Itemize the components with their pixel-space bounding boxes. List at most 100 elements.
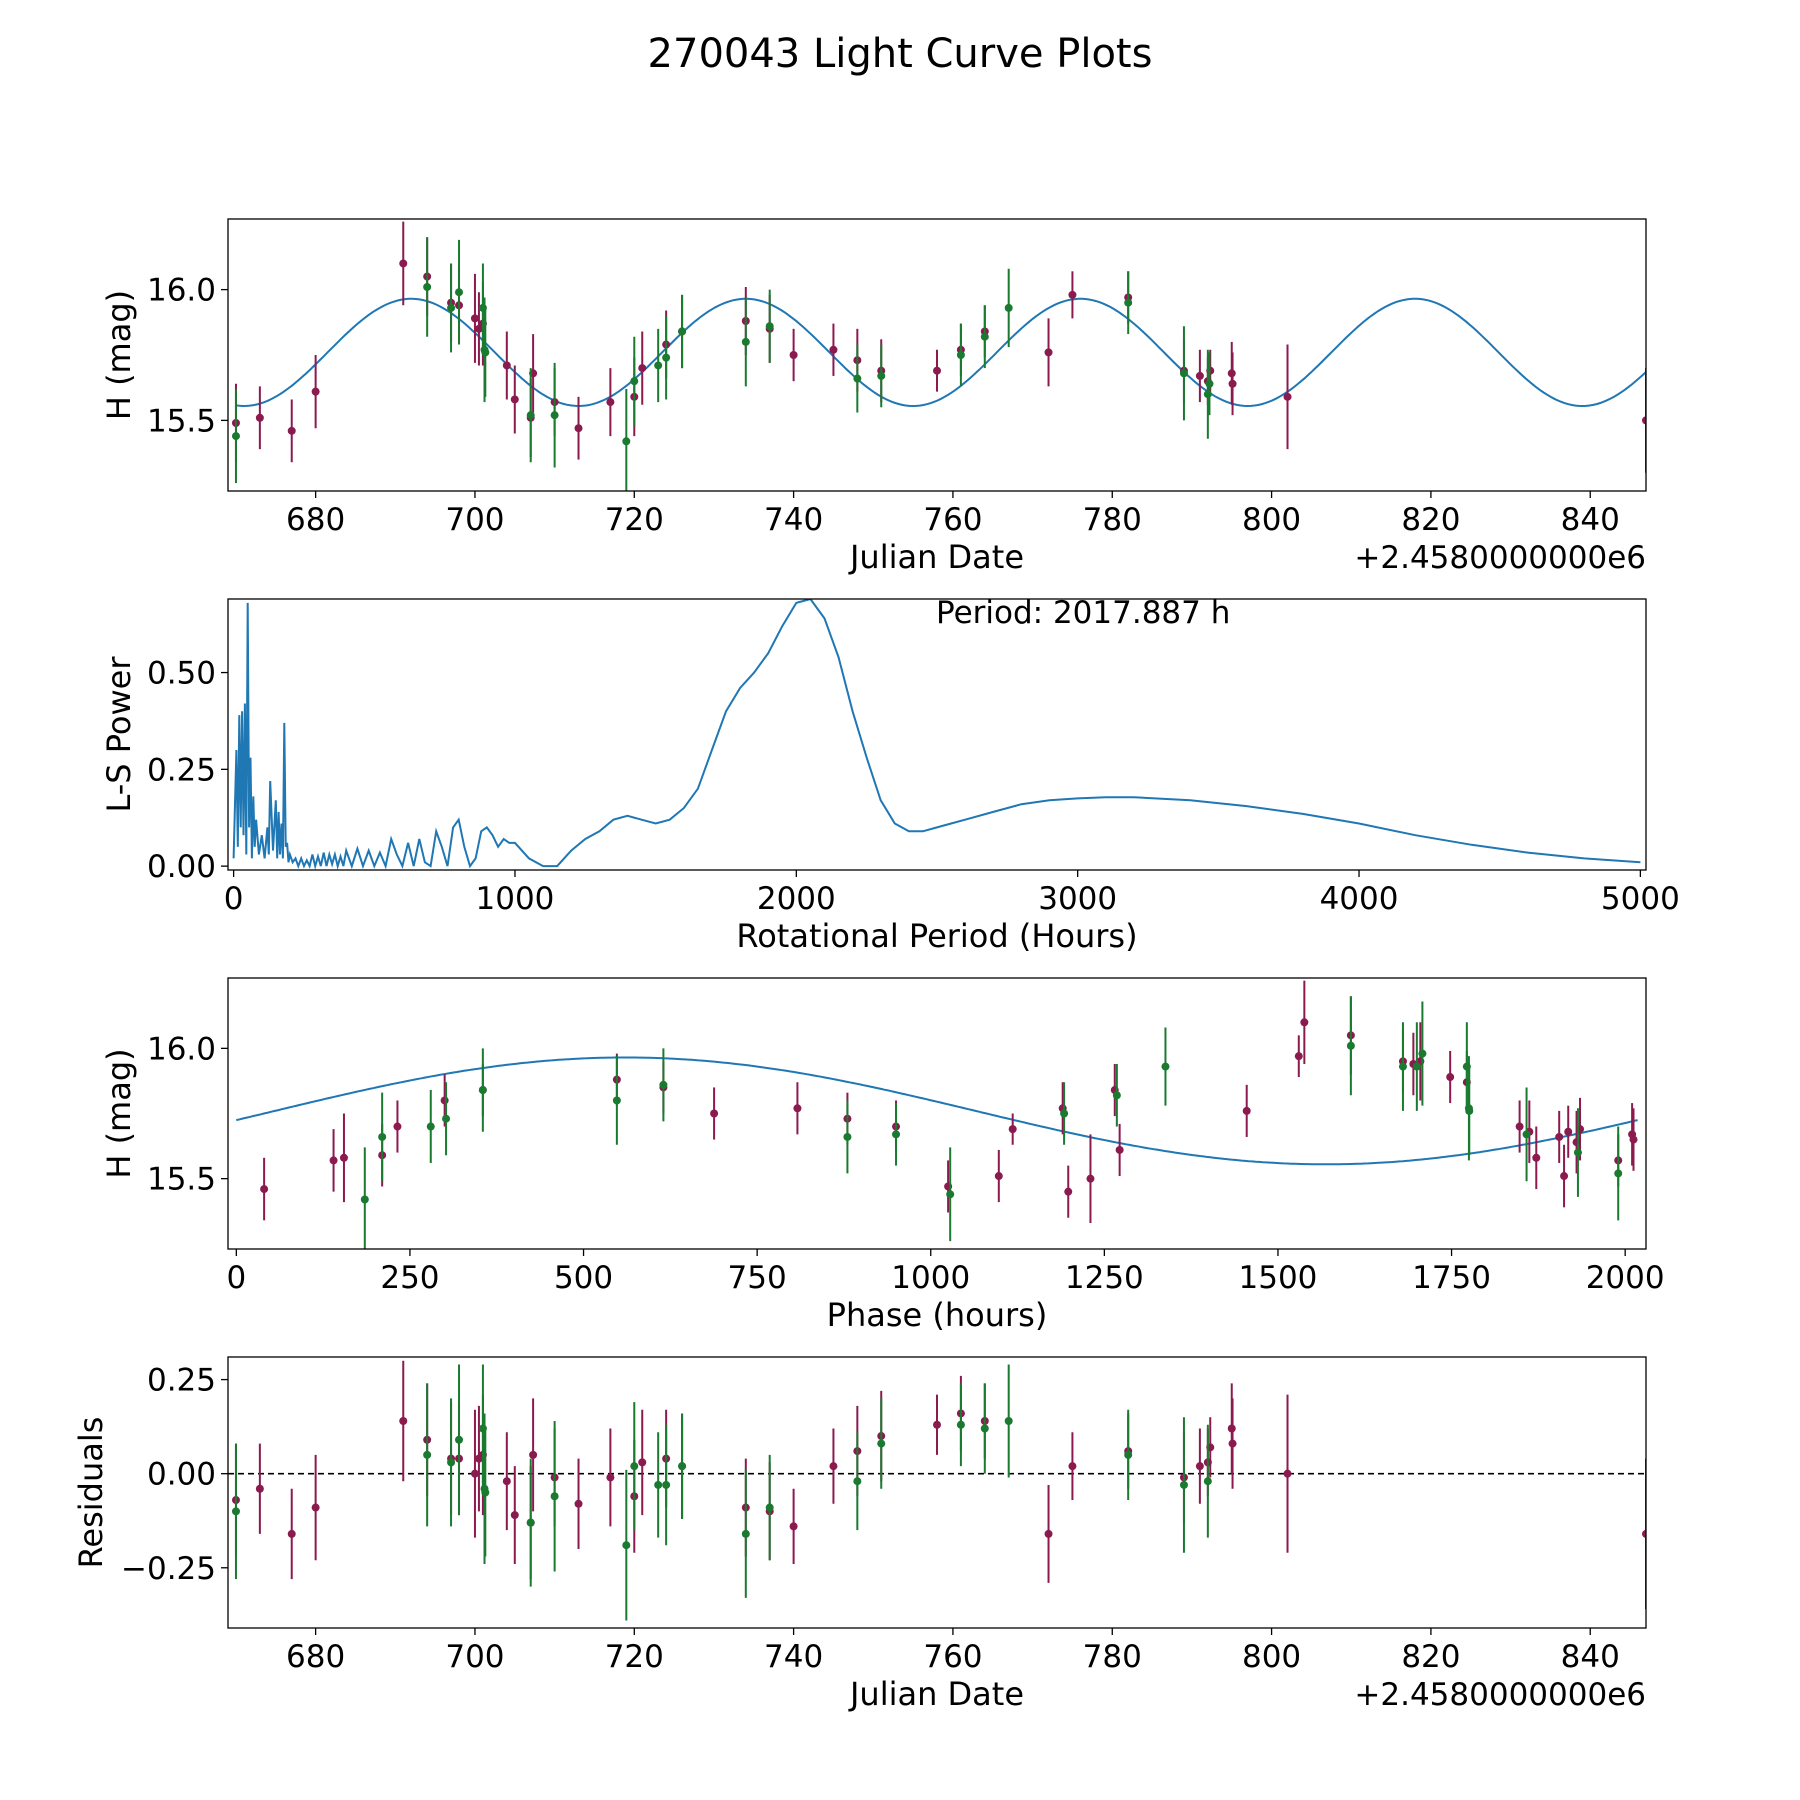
data-point (574, 424, 583, 433)
data-point (956, 1420, 965, 1429)
data-point (260, 1185, 269, 1194)
series-green (231, 1364, 1212, 1621)
data-point (502, 361, 511, 370)
x-offset-label: +2.4580000000e6 (1354, 540, 1646, 576)
data-point (1044, 348, 1053, 357)
data-point (1294, 1052, 1303, 1061)
x-axis-label: Rotational Period (Hours) (736, 917, 1137, 955)
data-point (1179, 369, 1188, 378)
data-point (360, 1195, 369, 1204)
data-point (1522, 1130, 1531, 1139)
data-point (630, 377, 639, 386)
y-axis-label: L-S Power (100, 656, 138, 813)
x-tick-label: 820 (1401, 1639, 1460, 1675)
data-point (622, 1541, 631, 1550)
data-point (255, 1484, 264, 1493)
data-point (793, 1104, 802, 1113)
x-tick-label: 2000 (757, 881, 836, 917)
x-tick-label: 4000 (1320, 881, 1399, 917)
data-point (1418, 1049, 1427, 1058)
data-point (946, 1190, 955, 1199)
residuals-panel: 680 700 720 740 760 780 800 820 840 −0.25 0.00 0.25… (72, 1356, 1647, 1713)
data-point (710, 1109, 719, 1118)
axes-frame (227, 598, 1647, 871)
x-tick-label: 1500 (1239, 1260, 1318, 1296)
data-point (231, 1507, 240, 1516)
data-point (574, 1499, 583, 1508)
data-point (1161, 1062, 1170, 1071)
data-point (1228, 379, 1237, 388)
plot-area (236, 980, 1638, 1249)
periodogram-line (232, 599, 1641, 870)
data-point (1044, 1529, 1053, 1538)
axes-frame (227, 977, 1647, 1250)
x-tick-label: 760 (923, 1639, 982, 1675)
data-point (829, 1462, 838, 1471)
data-point (765, 1503, 774, 1512)
data-point (1629, 1135, 1638, 1144)
data-point (287, 426, 296, 435)
x-axis-label: Julian Date (848, 538, 1024, 576)
data-point (426, 1122, 435, 1131)
data-point (1564, 1127, 1573, 1136)
data-point (1004, 303, 1013, 312)
data-point (1195, 371, 1204, 380)
x-tick-label: 1750 (1412, 1260, 1491, 1296)
y-tick-label: 0.25 (147, 752, 216, 788)
x-tick-label: 720 (605, 1639, 664, 1675)
data-point (1064, 1187, 1073, 1196)
data-point (741, 337, 750, 346)
data-point (1008, 1125, 1017, 1134)
data-point (287, 1529, 296, 1538)
x-tick-label: 820 (1401, 502, 1460, 538)
period-annotation: Period: 2017.887 h (936, 595, 1230, 631)
data-point (678, 1462, 687, 1471)
x-tick-label: 3000 (1038, 881, 1117, 917)
data-point (399, 259, 408, 268)
data-point (1195, 1462, 1204, 1471)
data-point (1515, 1122, 1524, 1131)
data-point (440, 1096, 449, 1105)
data-point (678, 327, 687, 336)
data-point (1179, 1480, 1188, 1489)
data-point (1283, 1469, 1292, 1478)
data-point (853, 374, 862, 383)
plot-area (232, 599, 1641, 870)
data-point (1412, 1062, 1421, 1071)
data-point (255, 413, 264, 422)
data-point (510, 1511, 519, 1520)
x-tick-label: 0 (226, 1260, 246, 1296)
data-point (1115, 1145, 1124, 1154)
data-point (1642, 416, 1646, 425)
data-point (550, 411, 559, 420)
data-point (1112, 1091, 1121, 1100)
x-tick-label: 800 (1242, 1639, 1301, 1675)
data-point (654, 1480, 663, 1489)
x-axis-label: Julian Date (848, 1675, 1024, 1713)
data-point (662, 353, 671, 362)
data-point (877, 1439, 886, 1448)
x-tick-label: 5000 (1601, 881, 1680, 917)
x-tick-label: 800 (1242, 502, 1301, 538)
data-point (447, 303, 456, 312)
x-tick-label: 1250 (1065, 1260, 1144, 1296)
data-point (829, 345, 838, 354)
y-axis-label: Residuals (72, 1417, 110, 1569)
y-tick-label: 0.00 (147, 849, 216, 885)
data-point (853, 1477, 862, 1486)
series-green (360, 996, 1623, 1249)
data-point (1068, 290, 1077, 299)
x-tick-label: 680 (286, 502, 345, 538)
y-tick-label: 16.0 (147, 273, 216, 309)
x-axis-label: Phase (hours) (827, 1296, 1048, 1334)
data-point (933, 1420, 941, 1429)
data-point (1205, 379, 1214, 388)
data-point (1614, 1169, 1623, 1178)
data-point (470, 314, 479, 323)
x-tick-label: 250 (380, 1260, 439, 1296)
x-tick-label: 760 (923, 502, 982, 538)
data-point (933, 366, 941, 375)
axes-frame (227, 218, 1647, 492)
